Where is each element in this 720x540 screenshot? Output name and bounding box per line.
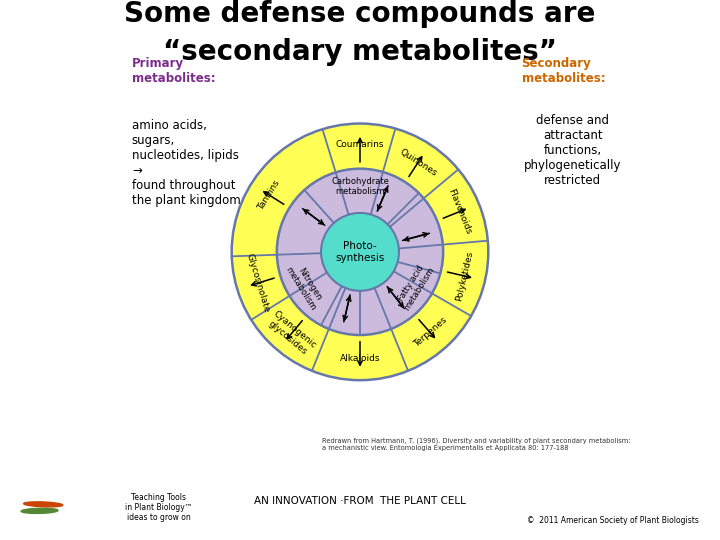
Text: Flavonoids: Flavonoids: [446, 188, 472, 236]
Ellipse shape: [21, 508, 58, 514]
Text: Some defense compounds are: Some defense compounds are: [125, 0, 595, 28]
Text: ©  2011 American Society of Plant Biologists: © 2011 American Society of Plant Biologi…: [526, 516, 698, 525]
Text: amino acids,
sugars,
nucleotides, lipids
→
found throughout
the plant kingdom: amino acids, sugars, nucleotides, lipids…: [132, 119, 240, 207]
Text: Quinones: Quinones: [398, 147, 438, 178]
Text: “secondary metabolites”: “secondary metabolites”: [163, 38, 557, 66]
Text: Polyketides: Polyketides: [454, 250, 474, 302]
Text: Nitrogen
metabolism: Nitrogen metabolism: [284, 260, 326, 313]
Text: Fatty acid
metabolism: Fatty acid metabolism: [394, 260, 436, 313]
Text: Alkaloids: Alkaloids: [340, 354, 380, 363]
Text: defense and
attractant
functions,
phylogenetically
restricted: defense and attractant functions, phylog…: [524, 114, 621, 187]
Text: Carbohydrate
metabolism: Carbohydrate metabolism: [331, 177, 389, 197]
Text: Tannins: Tannins: [256, 178, 282, 212]
Text: Cyanogenic
glycosides: Cyanogenic glycosides: [265, 309, 318, 358]
Text: Glycosinolate: Glycosinolate: [245, 253, 271, 314]
Text: AN INNOVATION ·FROM  THE PLANT CELL: AN INNOVATION ·FROM THE PLANT CELL: [254, 496, 466, 506]
Text: Photo-
synthesis: Photo- synthesis: [336, 241, 384, 262]
Text: Secondary
metabolites:: Secondary metabolites:: [521, 57, 606, 85]
Circle shape: [321, 213, 399, 291]
Text: Coumarins: Coumarins: [336, 140, 384, 150]
Text: Teaching Tools
in Plant Biology™
ideas to grow on: Teaching Tools in Plant Biology™ ideas t…: [125, 492, 192, 523]
Text: Terpenes: Terpenes: [412, 316, 449, 349]
Text: Redrawn from Hartmann, T. (1996). Diversity and variability of plant secondary m: Redrawn from Hartmann, T. (1996). Divers…: [322, 438, 631, 451]
Circle shape: [232, 124, 488, 380]
Circle shape: [277, 168, 443, 335]
Text: Primary
metabolites:: Primary metabolites:: [132, 57, 215, 85]
Ellipse shape: [24, 502, 63, 507]
